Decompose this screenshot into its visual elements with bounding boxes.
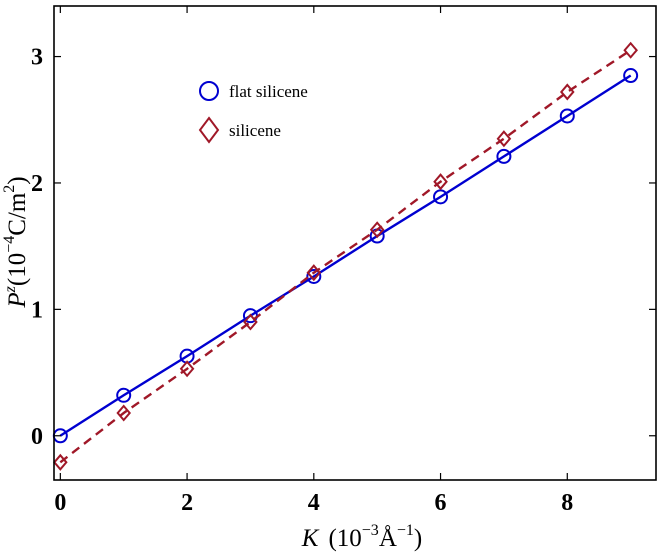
data-point-silicene [623,41,638,59]
y-axis-ticks: 0 1 2 3 [31,45,656,450]
data-point-silicene [496,130,512,148]
legend-label-silicene: silicene [229,121,281,140]
data-point-flat-silicene [623,68,639,84]
x-tick-label: 0 [54,490,66,516]
legend-marker-circle [199,81,219,101]
x-tick-label: 2 [181,490,193,516]
data-point-silicene [433,173,448,191]
data-point-flat-silicene [496,148,512,164]
y-axis-label: Pz(10−4C/m2) [1,176,31,308]
y-tick-label: 3 [31,45,43,71]
data-point-silicene [179,360,195,378]
data-point-flat-silicene [559,108,575,124]
data-point-silicene [306,264,322,282]
legend-item-flat-silicene: flat silicene [199,81,308,101]
plot-frame [53,5,657,481]
series-line-silicene [59,49,632,464]
x-axis-ticks: 0 2 4 6 8 [54,6,573,516]
x-tick-label: 6 [435,490,447,516]
legend-label-flat-silicene: flat silicene [229,82,308,101]
series-line-flat-silicene [59,74,632,437]
data-point-flat-silicene [306,268,322,284]
plot-series [52,41,639,471]
x-axis-label: K (10−3Å−1) [301,522,422,552]
legend-marker-diamond [198,116,220,144]
data-point-silicene [559,83,575,101]
x-tick-label: 4 [308,490,320,516]
data-point-silicene [116,404,132,422]
data-point-flat-silicene [116,387,132,403]
data-point-silicene [53,453,68,471]
y-tick-label: 1 [31,297,43,323]
legend: flat silicene silicene [198,81,308,144]
x-tick-label: 8 [561,490,573,516]
y-tick-label: 2 [31,171,43,197]
y-tick-label: 0 [31,424,43,450]
legend-item-silicene: silicene [198,116,281,144]
data-point-silicene [243,313,258,331]
data-point-flat-silicene [433,189,449,205]
data-point-silicene [369,221,385,239]
